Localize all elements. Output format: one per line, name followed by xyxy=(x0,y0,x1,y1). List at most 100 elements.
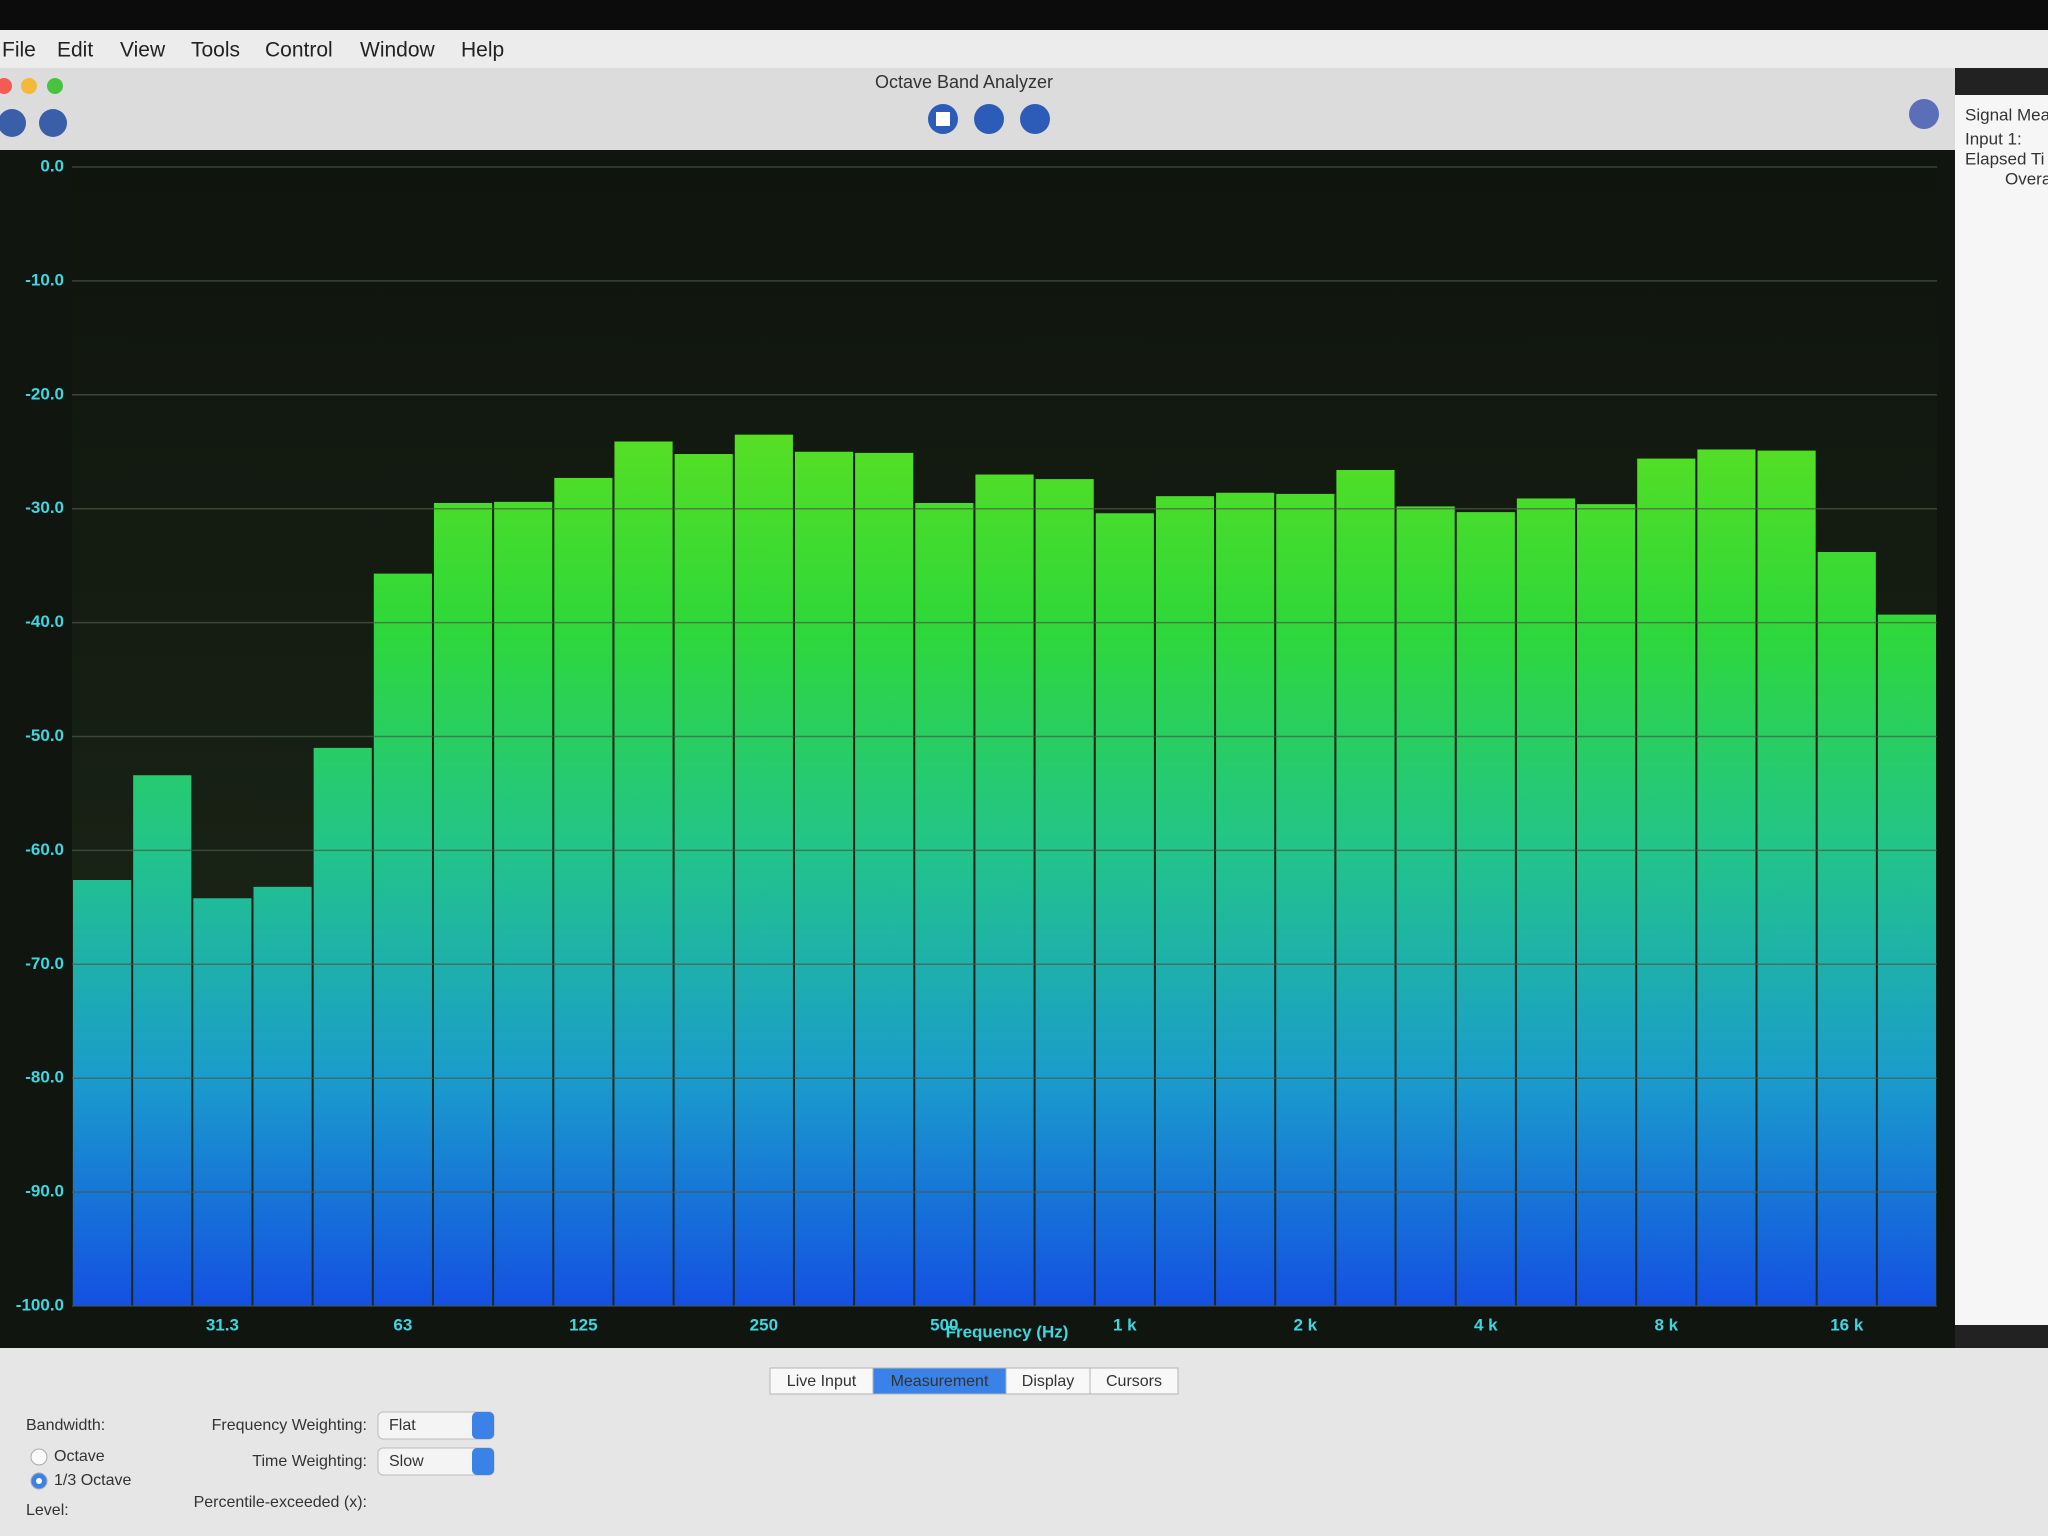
bar xyxy=(494,501,553,1307)
close-button[interactable] xyxy=(0,78,12,94)
menu-item[interactable]: Window xyxy=(360,39,436,62)
tab-label: Cursors xyxy=(1106,1373,1162,1390)
bar xyxy=(1757,450,1816,1307)
bar xyxy=(1697,449,1756,1306)
y-tick-label: -60.0 xyxy=(25,840,64,859)
window-title: Octave Band Analyzer xyxy=(875,72,1053,92)
select-arrow xyxy=(472,1412,494,1439)
radio[interactable] xyxy=(30,1448,48,1466)
x-tick-label: 2 k xyxy=(1293,1315,1317,1334)
menu-item[interactable]: Control xyxy=(265,39,333,62)
bar xyxy=(1877,614,1936,1306)
bar xyxy=(554,477,613,1306)
toolbar-button[interactable] xyxy=(39,109,67,137)
bar xyxy=(1216,492,1275,1306)
label: Bandwidth: xyxy=(26,1417,105,1434)
side-text: Input 1: xyxy=(1965,129,2022,148)
y-tick-label: 0.0 xyxy=(40,156,64,175)
x-tick-label: 500 xyxy=(930,1315,958,1334)
side-text: Elapsed Ti xyxy=(1965,149,2044,168)
x-tick-label: 125 xyxy=(569,1315,597,1334)
y-tick-label: -90.0 xyxy=(25,1182,64,1201)
menu-item[interactable]: View xyxy=(120,39,166,62)
bar xyxy=(975,474,1034,1306)
x-tick-label: 1 k xyxy=(1113,1315,1137,1334)
bar xyxy=(1817,551,1876,1306)
bar xyxy=(73,880,132,1306)
menu-item[interactable]: Edit xyxy=(57,39,93,62)
menu-item[interactable]: Help xyxy=(461,39,504,62)
bar xyxy=(1035,479,1094,1306)
bar xyxy=(1155,496,1215,1306)
bar xyxy=(193,898,252,1306)
bar xyxy=(1276,493,1335,1306)
select-value: Slow xyxy=(389,1453,424,1470)
y-tick-label: -70.0 xyxy=(25,954,64,973)
x-tick-label: 31.3 xyxy=(206,1315,239,1334)
bar xyxy=(1577,504,1636,1306)
x-tick-label: 16 k xyxy=(1830,1315,1864,1334)
bar xyxy=(1396,506,1455,1306)
toolbar-button[interactable] xyxy=(0,109,26,137)
minimize-button[interactable] xyxy=(21,78,37,94)
bar xyxy=(855,452,914,1306)
radio-dot xyxy=(36,1478,42,1484)
toolbar-button[interactable] xyxy=(1020,104,1050,134)
menu-item[interactable]: File xyxy=(2,39,36,62)
y-tick-label: -80.0 xyxy=(25,1068,64,1087)
zoom-button[interactable] xyxy=(47,78,63,94)
radio-label: Octave xyxy=(54,1448,105,1465)
select-value: Flat xyxy=(389,1417,416,1434)
y-tick-label: -40.0 xyxy=(25,612,64,631)
bar xyxy=(734,434,793,1306)
bar xyxy=(915,503,974,1306)
stop-icon xyxy=(936,112,950,126)
tabs: Live Input Measurement Display Cursors xyxy=(769,1367,1179,1395)
label: Frequency Weighting: xyxy=(212,1417,367,1434)
label: Percentile-exceeded (x): xyxy=(194,1494,367,1511)
bar xyxy=(794,451,854,1306)
tab-label: Display xyxy=(1022,1373,1074,1390)
side-text: Signal Mea xyxy=(1965,105,2048,124)
tab[interactable] xyxy=(769,1367,874,1395)
y-tick-label: -10.0 xyxy=(25,270,64,289)
radio-label: 1/3 Octave xyxy=(54,1472,131,1489)
x-axis-label: Frequency (Hz) xyxy=(946,1322,1069,1341)
x-tick-label: 63 xyxy=(393,1315,412,1334)
bar xyxy=(1516,498,1576,1307)
bar xyxy=(1095,513,1154,1306)
y-tick-label: -100.0 xyxy=(16,1295,64,1314)
chart: 31.3 63 125 250 500 1 k 2 k 4 k 8 k 16 k 0.0 -10.0 -… xyxy=(16,156,1937,1334)
tab-label: Measurement xyxy=(891,1373,989,1390)
bar xyxy=(373,573,432,1306)
tab[interactable] xyxy=(872,1367,1007,1395)
bar xyxy=(433,503,493,1306)
x-tick-label: 8 k xyxy=(1654,1315,1678,1334)
bar xyxy=(1637,458,1696,1307)
toolbar-button[interactable] xyxy=(974,104,1004,134)
y-tick-label: -20.0 xyxy=(25,384,64,403)
label: Time Weighting: xyxy=(252,1453,367,1470)
menu-item[interactable]: Tools xyxy=(191,39,240,62)
bar xyxy=(614,441,673,1306)
menu-bar xyxy=(0,30,2048,68)
bar xyxy=(1456,512,1515,1306)
side-panel xyxy=(1955,95,2048,1325)
tab[interactable] xyxy=(1089,1367,1179,1395)
bar xyxy=(1336,469,1395,1306)
tab-label: Live Input xyxy=(787,1373,857,1390)
side-text: Overa xyxy=(2005,169,2048,188)
x-tick-label: 250 xyxy=(750,1315,778,1334)
y-tick-label: -50.0 xyxy=(25,726,64,745)
x-tick-label: 4 k xyxy=(1474,1315,1498,1334)
label: Level: xyxy=(26,1502,69,1519)
select-arrow xyxy=(472,1448,494,1475)
info-button[interactable] xyxy=(1909,99,1939,129)
controls: Bandwidth: Level: Frequency Weighting: T… xyxy=(26,1411,495,1519)
bezel xyxy=(0,0,2048,30)
tab[interactable] xyxy=(1005,1367,1091,1395)
y-tick-label: -30.0 xyxy=(25,498,64,517)
bar xyxy=(313,747,372,1306)
